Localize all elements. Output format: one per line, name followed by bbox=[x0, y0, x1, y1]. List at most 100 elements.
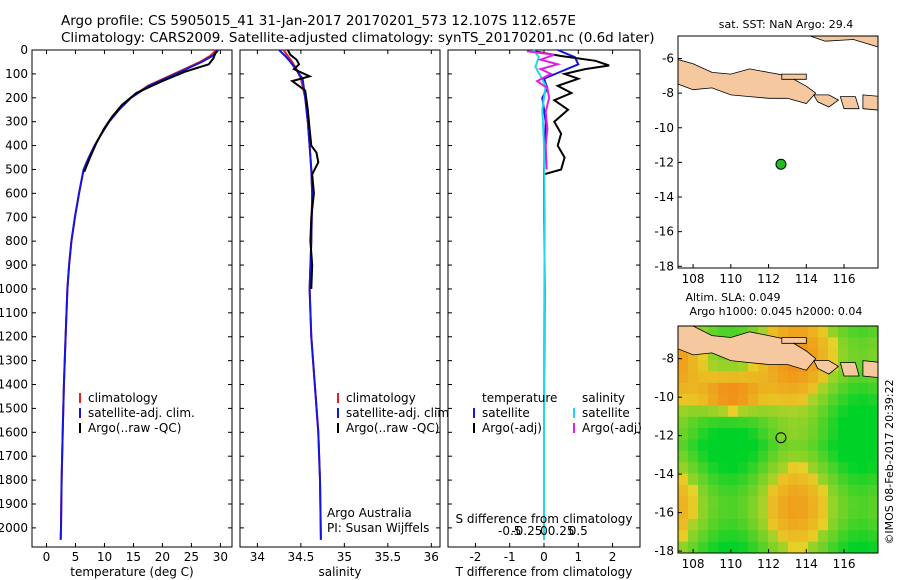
sla-cell bbox=[808, 371, 819, 384]
sla-cell bbox=[858, 326, 869, 338]
sla-cell bbox=[778, 360, 789, 372]
sla-cell bbox=[828, 462, 839, 475]
sla-cell bbox=[708, 394, 719, 407]
x-axis-label: T difference from climatology bbox=[455, 565, 633, 579]
sla-cell bbox=[778, 371, 789, 384]
chart-title-line1: Argo profile: CS 5905015_41 31-Jan-2017 … bbox=[61, 13, 576, 29]
sla-cell bbox=[778, 439, 789, 452]
sla-cell bbox=[678, 394, 689, 407]
sla-cell bbox=[708, 530, 719, 543]
sla-cell bbox=[718, 484, 729, 497]
sla-cell bbox=[828, 337, 839, 350]
sla-cell bbox=[698, 541, 709, 553]
sla-cell bbox=[768, 462, 779, 475]
temp-legend-label: satellite-adj. clim. bbox=[88, 406, 195, 420]
sla-cell bbox=[678, 541, 689, 553]
sla-cell bbox=[808, 484, 819, 497]
sla-cell bbox=[708, 405, 719, 418]
sla-cell bbox=[848, 348, 859, 361]
sla-cell bbox=[838, 484, 849, 497]
sla-cell bbox=[828, 394, 839, 407]
sla-cell bbox=[698, 348, 709, 361]
diff-t-legend-label: Argo(-adj) bbox=[482, 421, 542, 435]
sla-cell bbox=[868, 530, 878, 543]
sla-cell bbox=[818, 507, 829, 520]
sla-cell bbox=[808, 337, 819, 350]
depth-tick-label: 1400 bbox=[0, 378, 28, 392]
sla-cell bbox=[858, 439, 869, 452]
sla-cell bbox=[718, 428, 729, 441]
sal-legend-label: climatology bbox=[346, 391, 416, 405]
map-x-tick-label: 108 bbox=[682, 272, 705, 286]
sla-cell bbox=[808, 394, 819, 407]
map-y-tick-label: -16 bbox=[654, 506, 674, 520]
x-tick-label: 0 bbox=[43, 550, 51, 564]
sla-cell bbox=[798, 484, 809, 497]
sla-cell bbox=[688, 416, 699, 429]
x-tick-label: 35 bbox=[337, 550, 352, 564]
sla-cell bbox=[858, 484, 869, 497]
sla-cell bbox=[848, 473, 859, 486]
top-x-tick-label: -0.5 bbox=[498, 524, 521, 538]
sal-legend-label: Argo(..raw -QC) bbox=[346, 421, 439, 435]
depth-tick-label: 1000 bbox=[0, 282, 28, 296]
sla-cell bbox=[788, 394, 799, 407]
sla-cell bbox=[838, 337, 849, 350]
sla-cell bbox=[848, 530, 859, 543]
top-x-axis-label: S difference from climatology bbox=[456, 512, 633, 526]
map-y-tick-label: -16 bbox=[654, 225, 674, 239]
sla-cell bbox=[828, 518, 839, 531]
x-tick-label: 2 bbox=[609, 550, 617, 564]
sla-cell bbox=[748, 382, 759, 395]
sla-cell bbox=[728, 439, 739, 452]
sla-cell bbox=[708, 473, 719, 486]
map-y-tick-label: -8 bbox=[662, 86, 674, 100]
java-island bbox=[678, 59, 817, 104]
sla-cell bbox=[718, 450, 729, 463]
map-x-tick-label: 110 bbox=[719, 272, 742, 286]
sla-cell bbox=[688, 484, 699, 497]
sla-cell bbox=[678, 450, 689, 463]
depth-tick-label: 1300 bbox=[0, 354, 28, 368]
sla-cell bbox=[828, 541, 839, 553]
sla-cell bbox=[758, 484, 769, 497]
sla-cell bbox=[688, 507, 699, 520]
sla-cell bbox=[828, 439, 839, 452]
map-y-tick-label: -18 bbox=[654, 544, 674, 558]
diff-legend-title: temperature bbox=[482, 391, 557, 405]
sla-cell bbox=[818, 371, 829, 384]
chart-title-line2: Climatology: CARS2009. Satellite-adjuste… bbox=[61, 30, 655, 46]
depth-tick-label: 1600 bbox=[0, 425, 28, 439]
sla-cell bbox=[698, 371, 709, 384]
sla-cell bbox=[738, 530, 749, 543]
sla-cell bbox=[778, 405, 789, 418]
sla-cell bbox=[848, 484, 859, 497]
series-line-t-argo-adj- bbox=[533, 50, 610, 176]
salinity-panel: 34 34.5 35 35.5 36 salinity climatologysatelli… bbox=[239, 49, 453, 579]
sla-cell bbox=[838, 473, 849, 486]
sla-cell bbox=[738, 416, 749, 429]
sla-cell bbox=[788, 462, 799, 475]
sla-cell bbox=[678, 518, 689, 531]
sla-cell bbox=[788, 518, 799, 531]
sla-cell bbox=[858, 405, 869, 418]
depth-tick-label: 600 bbox=[5, 186, 28, 200]
sla-cell bbox=[708, 507, 719, 520]
diff-t-legend-label: satellite bbox=[482, 406, 530, 420]
sla-cell bbox=[868, 473, 878, 486]
sla-cell bbox=[748, 405, 759, 418]
sla-cell bbox=[758, 473, 769, 486]
sla-cell bbox=[818, 348, 829, 361]
depth-tick-label: 500 bbox=[5, 162, 28, 176]
sla-cell bbox=[688, 541, 699, 553]
sal-legend-label: satellite-adj. clim. bbox=[346, 406, 453, 420]
sla-cell bbox=[818, 416, 829, 429]
sla-cell bbox=[768, 450, 779, 463]
series-line-satellite-adj-clim- bbox=[59, 49, 219, 540]
sla-cell bbox=[808, 405, 819, 418]
sla-cell bbox=[758, 371, 769, 384]
temperature-frame bbox=[31, 49, 233, 548]
sla-cell bbox=[698, 484, 709, 497]
sla-cell bbox=[818, 541, 829, 553]
